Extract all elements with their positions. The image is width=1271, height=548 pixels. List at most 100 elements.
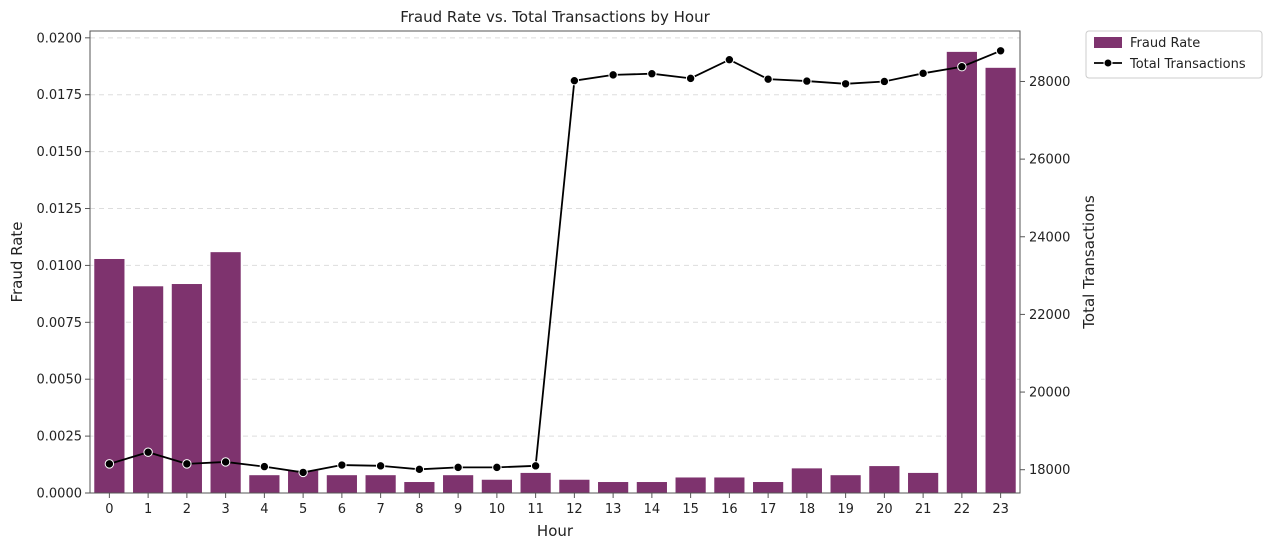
x-tick-label: 7	[376, 502, 384, 517]
plot-frame	[89, 30, 1021, 494]
point	[647, 69, 657, 79]
bar	[713, 476, 746, 494]
legend-marker-total-transactions	[1103, 58, 1113, 68]
point	[414, 464, 425, 475]
bar	[558, 478, 591, 494]
point	[143, 447, 153, 457]
x-tick-label: 14	[644, 502, 661, 517]
point	[182, 459, 192, 469]
series-line	[109, 49, 1001, 474]
x-tick-label: 5	[299, 502, 307, 517]
point	[608, 70, 618, 80]
point	[802, 76, 812, 86]
bar	[907, 472, 940, 494]
bar	[442, 474, 475, 494]
y-tick-label: 0.0175	[37, 88, 83, 103]
x-tick-label: 6	[338, 502, 346, 517]
x-tick-label: 16	[721, 502, 738, 517]
bar	[93, 258, 126, 494]
point	[879, 76, 890, 87]
bar	[597, 481, 630, 494]
y-tick-label: 0.0100	[37, 259, 83, 274]
point	[918, 68, 928, 79]
legend-swatch-fraud-rate	[1094, 37, 1122, 48]
legend-label-total-transactions: Total Transactions	[1129, 57, 1246, 72]
point	[220, 457, 231, 467]
bar	[752, 481, 785, 494]
point	[375, 461, 386, 471]
x-tick-label: 11	[527, 502, 544, 517]
x-axis-label: Hour	[537, 522, 574, 540]
bar	[364, 474, 397, 494]
x-tick-label: 0	[105, 502, 113, 517]
bar	[868, 465, 901, 494]
x-tick-label: 12	[566, 502, 583, 517]
x-tick-label: 9	[454, 502, 462, 517]
x-tick-label: 10	[489, 502, 506, 517]
point	[685, 73, 696, 84]
bar-series	[93, 51, 1017, 494]
bar	[403, 481, 436, 494]
y2-tick-label: 22000	[1029, 308, 1070, 323]
bar	[829, 474, 862, 494]
x-tick-label: 4	[260, 502, 268, 517]
x-tick-label: 13	[605, 502, 622, 517]
y-axis-left: 0.0000 0.0025 0.0050 0.0075 0.0100 0.0125 0.01…	[37, 31, 90, 502]
chart-title: Fraud Rate vs. Total Transactions by Hou…	[400, 8, 710, 26]
point	[957, 62, 967, 72]
point	[840, 79, 851, 89]
y-tick-label: 0.0150	[37, 145, 83, 160]
y-tick-label: 0.0000	[37, 487, 83, 502]
point	[763, 74, 773, 84]
bar	[790, 467, 823, 494]
x-tick-label: 19	[837, 502, 854, 517]
bar	[480, 478, 513, 494]
y-tick-label: 0.0050	[37, 373, 83, 388]
gridlines	[90, 37, 1020, 437]
y-tick-label: 0.0125	[37, 202, 83, 217]
bar	[132, 285, 165, 494]
bar	[984, 67, 1017, 494]
bar	[635, 481, 668, 494]
x-tick-label: 17	[760, 502, 777, 517]
point	[259, 461, 270, 472]
y-tick-label: 0.0025	[37, 430, 83, 445]
point	[298, 467, 308, 478]
point	[569, 75, 580, 86]
point	[724, 55, 735, 65]
point	[337, 460, 347, 470]
y2-tick-label: 20000	[1029, 386, 1070, 401]
y2-tick-label: 28000	[1029, 75, 1070, 90]
bar	[945, 51, 978, 494]
x-axis: 0 1 2 3 4 5 6 7 8 9 10 11 12 13 14 15 16 17 18 19 20 21 22 23	[105, 493, 1009, 517]
bar	[519, 472, 552, 494]
bar	[674, 476, 707, 494]
line-series	[104, 46, 1006, 478]
x-tick-label: 20	[876, 502, 893, 517]
x-tick-label: 21	[915, 502, 932, 517]
y2-tick-label: 24000	[1029, 230, 1070, 245]
y-axis-right: 18000 20000 22000 24000 26000 28000	[1020, 75, 1070, 478]
y2-tick-label: 26000	[1029, 153, 1070, 168]
point	[453, 462, 463, 473]
bar	[248, 474, 281, 494]
y-tick-label: 0.0075	[37, 316, 83, 331]
legend: Fraud Rate Total Transactions	[1085, 30, 1263, 79]
y-axis-label: Fraud Rate	[8, 221, 26, 302]
point	[492, 462, 502, 473]
point	[530, 461, 541, 471]
y2-tick-label: 18000	[1029, 463, 1070, 478]
point	[995, 46, 1006, 56]
x-tick-label: 2	[183, 502, 191, 517]
x-tick-label: 18	[799, 502, 816, 517]
bar	[209, 251, 242, 494]
bar	[170, 283, 203, 494]
legend-label-fraud-rate: Fraud Rate	[1130, 36, 1200, 51]
bar	[325, 474, 358, 494]
x-tick-label: 23	[992, 502, 1009, 517]
x-tick-label: 22	[954, 502, 971, 517]
x-tick-label: 1	[144, 502, 152, 517]
legend-box	[1085, 30, 1263, 79]
x-tick-label: 15	[682, 502, 699, 517]
